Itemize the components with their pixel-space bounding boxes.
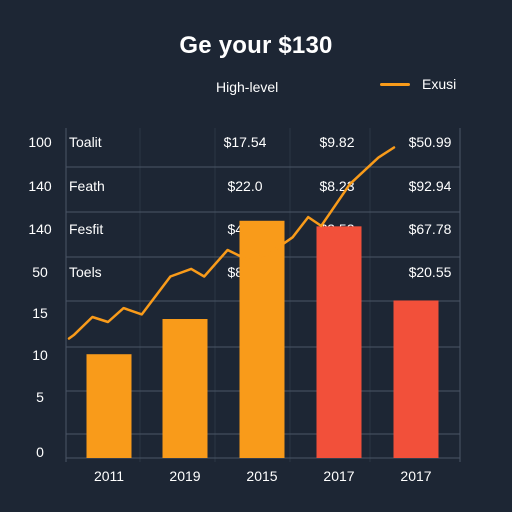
chart-title: Ge your $130 — [179, 32, 333, 59]
x-tick-label: 2019 — [169, 468, 200, 484]
y-tick-label: 15 — [32, 305, 48, 321]
table-row-label: Fesfit — [69, 221, 103, 237]
bar — [86, 354, 132, 458]
table-cell-value: $67.78 — [409, 221, 452, 237]
table-row-label: Toels — [69, 264, 102, 280]
bar — [162, 319, 208, 458]
table-cell-value: $20.55 — [409, 264, 452, 280]
y-tick-label: 140 — [28, 221, 52, 237]
y-tick-label: 10 — [32, 347, 48, 363]
chart-legend: Exusi — [380, 76, 456, 92]
legend-label: Exusi — [422, 76, 457, 92]
table-cell-value: $22.0 — [227, 178, 262, 194]
y-tick-label: 5 — [36, 389, 44, 405]
table-cell-value: $17.54 — [224, 134, 267, 150]
y-tick-label: 0 — [36, 444, 44, 460]
table-cell-value: $92.94 — [409, 178, 452, 194]
y-tick-label: 140 — [28, 178, 52, 194]
table-cell-value: $50.99 — [409, 134, 452, 150]
trend-line-group — [67, 146, 396, 340]
x-tick-label: 2017 — [323, 468, 354, 484]
chart-subtitle: High-level — [216, 79, 279, 95]
y-tick-label: 100 — [28, 134, 52, 150]
table-row-label: Feath — [69, 178, 105, 194]
table-cell-value: $9.82 — [319, 134, 354, 150]
x-tick-label: 2011 — [94, 468, 124, 484]
legend-swatch-line — [380, 82, 410, 86]
x-axis-ticks: 2011 2019 2015 2017 2017 — [94, 468, 432, 484]
x-tick-label: 2015 — [246, 468, 277, 484]
trend-line — [67, 146, 396, 340]
y-tick-label: 50 — [32, 264, 48, 280]
x-tick-label: 2017 — [400, 468, 431, 484]
bar — [393, 300, 439, 458]
table-row-label: Toalit — [69, 134, 102, 150]
bar — [316, 226, 362, 458]
